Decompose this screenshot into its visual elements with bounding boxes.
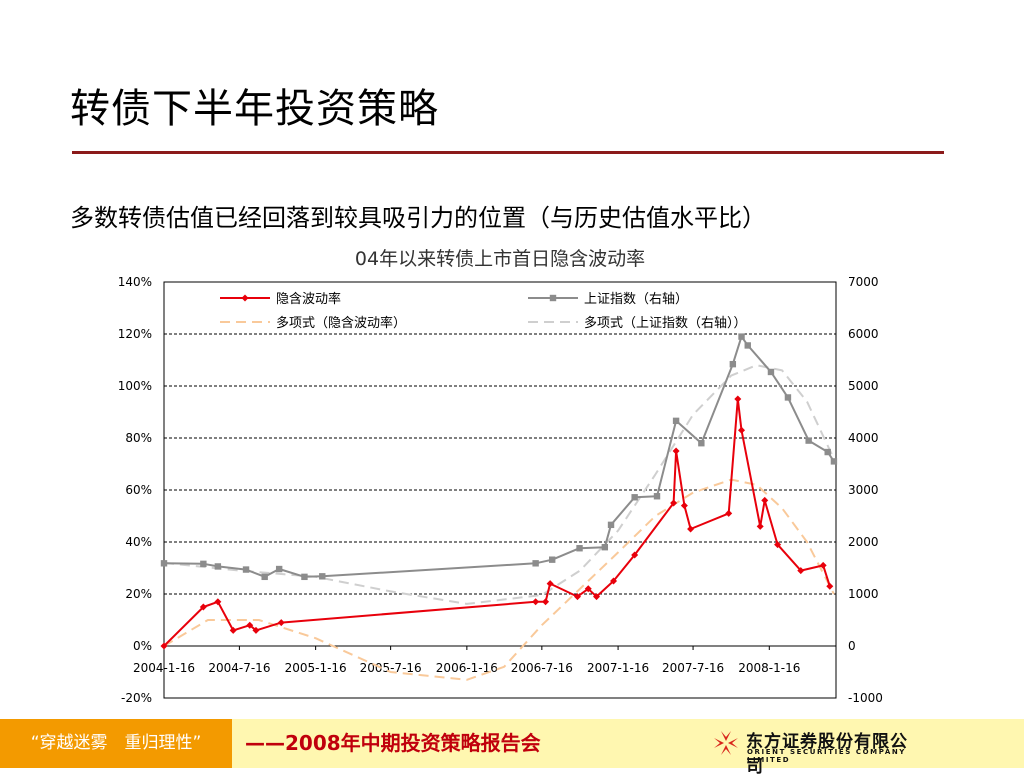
y-right-tick-label: 0 — [848, 639, 856, 653]
data-point — [532, 560, 539, 567]
data-point — [761, 496, 769, 504]
data-point — [214, 598, 222, 606]
footer-event-title: ——2008年中期投资策略报告会 — [245, 731, 541, 755]
data-point — [229, 626, 237, 634]
data-point — [549, 556, 556, 563]
y-right-tick-label: 4000 — [848, 431, 879, 445]
data-point — [784, 394, 792, 401]
legend-label: 上证指数（右轴） — [584, 292, 688, 307]
data-point — [275, 565, 283, 573]
data-point — [670, 499, 678, 507]
data-point — [277, 619, 285, 627]
data-point — [261, 573, 268, 581]
y-left-tick-label: 40% — [125, 535, 152, 549]
data-point — [214, 563, 222, 570]
data-point — [200, 560, 207, 568]
y-right-tick-label: 3000 — [848, 483, 879, 497]
x-tick-label: 2005-1-16 — [285, 661, 347, 675]
data-point — [573, 593, 581, 601]
data-point — [576, 545, 583, 552]
data-point — [824, 448, 831, 456]
data-point — [160, 642, 168, 650]
data-point — [687, 525, 695, 533]
footer-bar: “穿越迷雾 重归理性” ——2008年中期投资策略报告会 东方证券股份有限公司 … — [0, 719, 1024, 777]
data-point — [160, 560, 168, 567]
y-left-tick-label: 100% — [118, 379, 152, 393]
x-tick-label: 2004-7-16 — [208, 661, 270, 675]
y-left-tick-label: 120% — [118, 327, 152, 341]
data-point — [199, 603, 207, 611]
data-point — [631, 494, 638, 501]
x-tick-label: 2006-1-16 — [436, 661, 498, 675]
y-right-tick-label: 2000 — [848, 535, 879, 549]
data-point — [774, 541, 782, 549]
legend-label: 多项式（上证指数（右轴）） — [584, 315, 747, 331]
data-point — [607, 521, 615, 529]
x-tick-label: 2004-1-16 — [133, 661, 195, 675]
data-point — [680, 502, 688, 510]
legend-marker — [241, 294, 249, 302]
data-point — [584, 585, 592, 593]
y-right-tick-label: -1000 — [848, 691, 883, 705]
volatility-chart: 04年以来转债上市首日隐含波动率 -20% -1000 0% 0 20% 1000 40% 20… — [118, 248, 883, 705]
data-point — [756, 522, 764, 530]
y-right-tick-label: 1000 — [848, 587, 879, 601]
slide-title: 转债下半年投资策略 — [70, 86, 439, 132]
x-tick-label: 2008-1-16 — [738, 661, 800, 675]
slide-subtitle: 多数转债估值已经回落到较具吸引力的位置（与历史估值水平比） — [70, 204, 766, 232]
data-point — [767, 368, 775, 376]
y-right-tick-label: 5000 — [848, 379, 879, 393]
data-point — [242, 566, 250, 573]
series-line — [163, 478, 835, 681]
data-point — [532, 598, 540, 606]
data-point — [319, 573, 326, 580]
data-point — [725, 509, 733, 517]
data-point — [601, 544, 609, 551]
data-point — [738, 426, 746, 434]
data-point — [819, 561, 827, 569]
legend-label: 隐含波动率 — [276, 291, 341, 307]
data-point — [797, 567, 805, 575]
data-point — [252, 626, 260, 634]
y-left-tick-label: 80% — [125, 431, 152, 445]
y-left-tick-label: 60% — [125, 483, 152, 497]
data-point — [698, 440, 705, 447]
data-point — [830, 458, 838, 465]
legend-label: 多项式（隐含波动率） — [276, 315, 406, 331]
data-point — [542, 598, 550, 606]
x-tick-label: 2007-7-16 — [662, 661, 724, 675]
data-point — [738, 333, 745, 340]
data-point — [826, 582, 834, 590]
data-point — [246, 621, 254, 629]
footer-slogan: “穿越迷雾 重归理性” — [0, 719, 232, 768]
data-point — [744, 342, 751, 349]
y-left-tick-label: 140% — [118, 275, 152, 289]
data-point — [653, 493, 661, 500]
company-name-en: ORIENT SECURITIES COMPANY LIMITED — [747, 748, 906, 764]
series-line — [163, 398, 831, 647]
y-right-tick-label: 6000 — [848, 327, 879, 341]
y-left-tick-label: 20% — [125, 587, 152, 601]
data-point — [734, 395, 742, 403]
company-logo: 东方证券股份有限公司 ORIENT SECURITIES COMPANY LIM… — [712, 727, 922, 777]
x-tick-label: 2007-1-16 — [587, 661, 649, 675]
orient-logo-icon — [714, 731, 738, 755]
data-point — [546, 580, 554, 588]
legend-marker — [549, 294, 557, 302]
data-point — [729, 360, 737, 368]
data-point — [672, 417, 680, 425]
data-point — [672, 447, 680, 455]
data-point — [631, 551, 639, 559]
y-left-tick-label: 0% — [133, 639, 152, 653]
x-tick-label: 2006-7-16 — [511, 661, 573, 675]
y-right-tick-label: 7000 — [848, 275, 879, 289]
series-line — [163, 364, 835, 605]
data-point — [301, 573, 308, 581]
data-point — [593, 593, 601, 601]
title-divider — [72, 151, 944, 154]
data-point — [610, 577, 618, 585]
y-left-tick-label: -20% — [121, 691, 152, 705]
data-point — [805, 437, 812, 444]
chart-title: 04年以来转债上市首日隐含波动率 — [355, 248, 645, 270]
